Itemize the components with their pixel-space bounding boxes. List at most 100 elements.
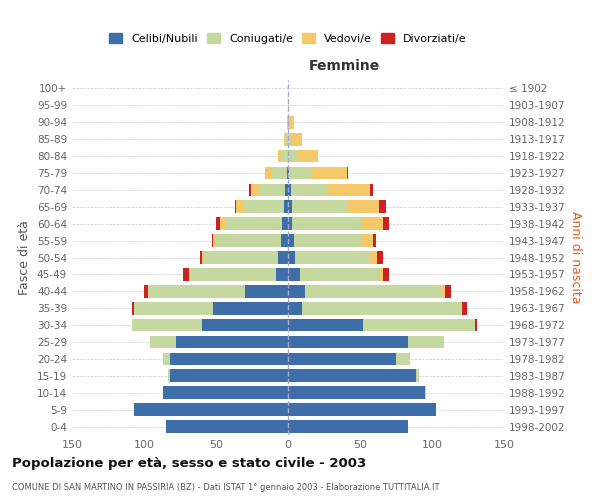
Bar — [445, 285, 451, 298]
Bar — [272, 166, 287, 179]
Bar — [288, 420, 407, 433]
Bar — [370, 251, 377, 264]
Bar — [379, 200, 386, 213]
Bar — [284, 200, 288, 213]
Bar — [148, 285, 245, 298]
Bar — [282, 218, 288, 230]
Bar — [212, 234, 213, 247]
Bar — [284, 133, 285, 145]
Bar — [236, 200, 244, 213]
Bar — [220, 218, 224, 230]
Bar — [169, 370, 170, 382]
Bar — [285, 184, 288, 196]
Bar — [277, 268, 288, 280]
Bar — [288, 336, 407, 348]
Text: Popolazione per età, sesso e stato civile - 2003: Popolazione per età, sesso e stato civil… — [12, 458, 366, 470]
Bar — [299, 268, 379, 280]
Bar — [407, 336, 443, 348]
Bar — [296, 150, 318, 162]
Bar — [288, 116, 289, 128]
Bar — [288, 268, 299, 280]
Bar — [285, 133, 288, 145]
Bar — [190, 268, 277, 280]
Bar — [278, 150, 281, 162]
Y-axis label: Anni di nascita: Anni di nascita — [569, 211, 582, 304]
Bar — [244, 200, 284, 213]
Bar — [150, 336, 176, 348]
Bar — [245, 285, 288, 298]
Bar — [166, 420, 288, 433]
Bar — [213, 302, 288, 314]
Bar — [442, 285, 445, 298]
Bar — [133, 319, 202, 332]
Bar — [396, 352, 410, 366]
Bar — [288, 386, 425, 399]
Bar — [288, 370, 416, 382]
Bar — [288, 200, 292, 213]
Bar — [288, 218, 292, 230]
Bar — [289, 166, 311, 179]
Bar — [281, 150, 288, 162]
Bar — [183, 268, 188, 280]
Bar — [216, 218, 220, 230]
Bar — [347, 200, 379, 213]
Bar — [170, 352, 288, 366]
Bar — [361, 218, 383, 230]
Bar — [288, 404, 436, 416]
Bar — [288, 251, 295, 264]
Bar — [327, 184, 370, 196]
Bar — [278, 251, 288, 264]
Bar — [133, 302, 134, 314]
Bar — [475, 319, 476, 332]
Bar — [288, 234, 294, 247]
Text: COMUNE DI SAN MARTINO IN PASSIRIA (BZ) - Dati ISTAT 1° gennaio 2003 - Elaborazio: COMUNE DI SAN MARTINO IN PASSIRIA (BZ) -… — [12, 482, 439, 492]
Bar — [202, 319, 288, 332]
Bar — [163, 386, 288, 399]
Bar — [213, 234, 216, 247]
Bar — [176, 336, 288, 348]
Bar — [288, 352, 396, 366]
Bar — [377, 251, 383, 264]
Bar — [295, 251, 370, 264]
Bar — [288, 99, 289, 112]
Text: Femmine: Femmine — [308, 59, 380, 73]
Bar — [292, 218, 361, 230]
Bar — [288, 133, 291, 145]
Bar — [383, 268, 389, 280]
Bar — [249, 184, 251, 196]
Bar — [265, 166, 272, 179]
Bar — [235, 200, 236, 213]
Bar — [288, 285, 305, 298]
Bar — [305, 285, 442, 298]
Bar — [373, 234, 376, 247]
Bar — [288, 184, 291, 196]
Bar — [289, 116, 294, 128]
Bar — [216, 234, 281, 247]
Bar — [347, 166, 349, 179]
Bar — [259, 184, 285, 196]
Bar — [287, 116, 288, 128]
Bar — [461, 302, 462, 314]
Bar — [425, 386, 426, 399]
Bar — [203, 251, 278, 264]
Bar — [170, 370, 288, 382]
Bar — [224, 218, 282, 230]
Bar — [202, 251, 203, 264]
Legend: Celibi/Nubili, Coniugati/e, Vedovi/e, Divorziati/e: Celibi/Nubili, Coniugati/e, Vedovi/e, Di… — [105, 29, 471, 48]
Bar — [288, 319, 363, 332]
Bar — [251, 184, 259, 196]
Bar — [291, 184, 327, 196]
Bar — [281, 234, 288, 247]
Bar — [287, 166, 288, 179]
Bar — [288, 166, 289, 179]
Bar — [288, 150, 296, 162]
Bar — [292, 200, 347, 213]
Bar — [291, 133, 302, 145]
Bar — [134, 302, 213, 314]
Bar — [311, 166, 347, 179]
Bar — [144, 285, 148, 298]
Bar — [188, 268, 190, 280]
Bar — [302, 302, 461, 314]
Bar — [163, 352, 170, 366]
Bar — [462, 302, 467, 314]
